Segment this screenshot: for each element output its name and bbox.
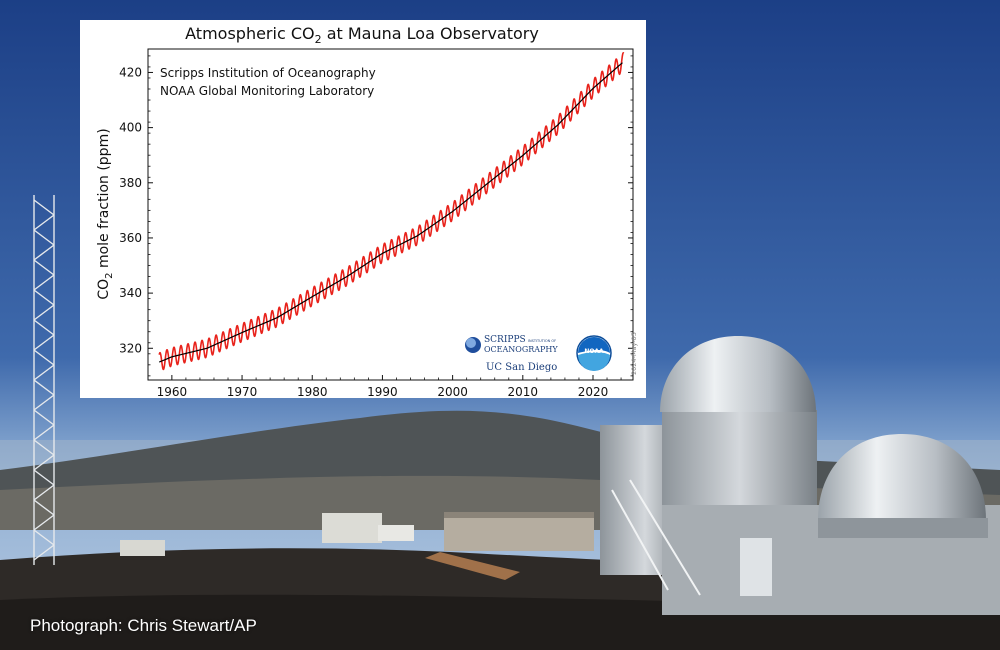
y-axis-label: CO2 mole fraction (ppm) <box>96 128 115 299</box>
ucsd-logo: UC San Diego <box>486 362 557 373</box>
plot-area-frame <box>147 48 634 381</box>
co2-chart-panel: Atmospheric CO2 at Mauna Loa Observatory… <box>80 20 646 398</box>
y-tick-label: 400 <box>119 121 142 135</box>
y-tick-label: 340 <box>119 286 142 300</box>
monthly-mean-line <box>158 52 625 371</box>
y-tick-label: 380 <box>119 176 142 190</box>
svg-text:NOAA: NOAA <box>584 348 604 355</box>
x-tick-label: 1960 <box>157 385 188 398</box>
photo-credit: Photograph: Chris Stewart/AP <box>30 616 257 635</box>
y-axis-ticks: 320 340 360 380 400 420 <box>119 55 633 377</box>
x-tick-label: 2010 <box>508 385 539 398</box>
x-tick-label: 1970 <box>227 385 258 398</box>
annotation-noaa: NOAA Global Monitoring Laboratory <box>160 84 374 98</box>
y-tick-label: 360 <box>119 231 142 245</box>
trend-line <box>158 62 623 363</box>
scripps-logo-text: SCRIPPS <box>484 335 526 345</box>
series-layer <box>158 52 625 371</box>
scripps-logo-text-2: OCEANOGRAPHY <box>484 345 558 354</box>
scripps-logo-subtext: INSTITUTION OF <box>528 339 556 343</box>
noaa-logo: NOAA <box>576 335 612 371</box>
x-tick-label: 2000 <box>437 385 468 398</box>
co2-chart: Atmospheric CO2 at Mauna Loa Observatory… <box>96 24 638 398</box>
x-tick-label: 1980 <box>297 385 328 398</box>
y-tick-label: 320 <box>119 341 142 355</box>
x-axis-ticks: 1960 1970 1980 1990 2000 2010 2020 <box>157 375 622 398</box>
date-stamp: 2024-May-05 <box>630 332 638 375</box>
chart-title: Atmospheric CO2 at Mauna Loa Observatory <box>185 24 539 46</box>
x-tick-label: 2020 <box>578 385 609 398</box>
annotation-scripps: Scripps Institution of Oceanography <box>160 66 376 80</box>
scripps-logo: SCRIPPS INSTITUTION OF OCEANOGRAPHY <box>465 335 558 354</box>
x-tick-label: 1990 <box>367 385 398 398</box>
y-tick-label: 420 <box>119 65 142 79</box>
